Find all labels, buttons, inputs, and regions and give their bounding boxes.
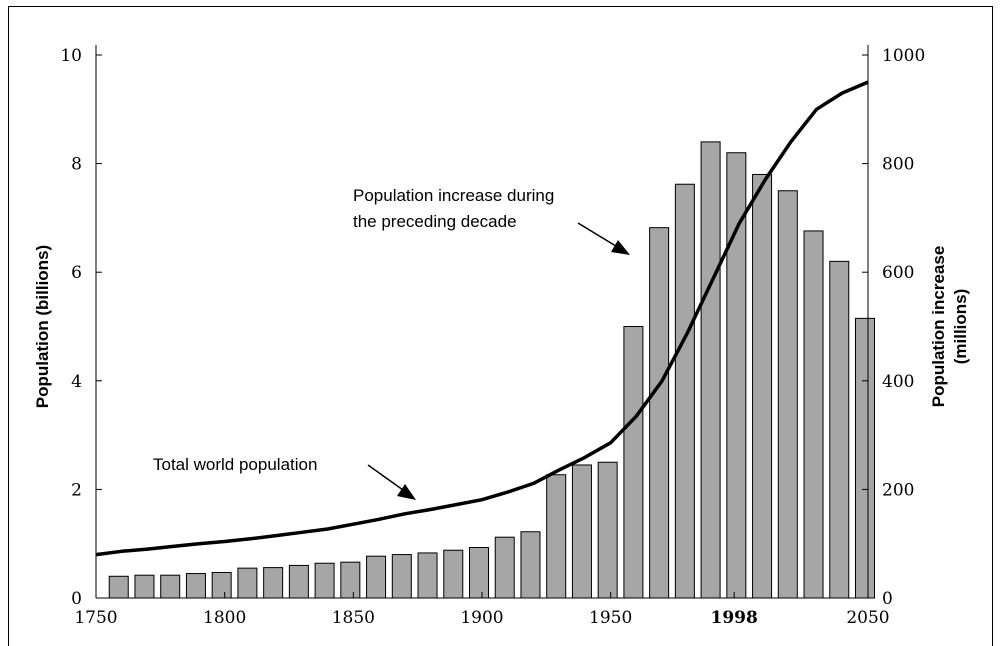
left-tick-label: 10 <box>60 46 82 66</box>
x-tick-label: 1998 <box>711 608 758 628</box>
bar <box>521 532 540 598</box>
bar <box>212 572 231 598</box>
x-tick-label: 2050 <box>846 608 889 628</box>
right-tick-label: 400 <box>882 372 914 392</box>
bar <box>572 465 591 598</box>
x-tick-label: 1950 <box>589 608 632 628</box>
right-axis-title-line: (millions) <box>951 289 970 365</box>
right-tick-label: 200 <box>882 480 914 500</box>
annotation-bars-text: the preceding decade <box>353 212 517 231</box>
bar <box>444 550 463 598</box>
bar <box>675 184 694 598</box>
right-tick-label: 0 <box>882 589 893 609</box>
left-axis-title: Population (billions) <box>33 245 52 408</box>
bar <box>547 475 566 598</box>
bar <box>315 563 334 598</box>
bar <box>753 174 772 598</box>
x-tick-label: 1800 <box>203 608 246 628</box>
x-tick-label: 1850 <box>332 608 375 628</box>
bar <box>392 555 411 598</box>
annotation-bars-text: Population increase during <box>353 186 554 205</box>
bar <box>418 553 437 598</box>
x-tick-label: 1900 <box>460 608 503 628</box>
bar <box>238 568 257 598</box>
annotation-line-arrowhead <box>397 484 416 500</box>
left-tick-label: 8 <box>71 155 82 175</box>
bar <box>701 142 720 598</box>
bar <box>109 576 128 598</box>
bar <box>135 575 154 598</box>
bar <box>161 575 180 598</box>
left-tick-label: 4 <box>71 372 82 392</box>
left-tick-label: 6 <box>71 263 82 283</box>
bar <box>341 562 360 598</box>
right-tick-label: 800 <box>882 155 914 175</box>
bar <box>495 537 514 598</box>
x-tick-label: 1750 <box>74 608 117 628</box>
bar <box>186 574 205 598</box>
right-axis-title: Population increase (millions) <box>929 246 970 408</box>
bar <box>264 568 283 598</box>
bar <box>470 548 489 598</box>
left-tick-label: 2 <box>71 480 82 500</box>
right-axis-title-line: Population increase <box>929 246 948 408</box>
right-tick-label: 600 <box>882 263 914 283</box>
bar <box>804 231 823 598</box>
annotation-bars-arrowhead <box>611 240 630 255</box>
bar <box>598 462 617 598</box>
bar <box>367 556 386 598</box>
bar <box>289 565 308 598</box>
right-tick-label: 1000 <box>882 46 925 66</box>
annotation-line-text: Total world population <box>153 455 317 474</box>
bar <box>856 318 875 598</box>
bars-group <box>109 142 874 598</box>
left-tick-label: 0 <box>71 589 82 609</box>
bar <box>830 261 849 598</box>
bar <box>650 228 669 598</box>
bar <box>778 191 797 598</box>
bar <box>624 327 643 599</box>
